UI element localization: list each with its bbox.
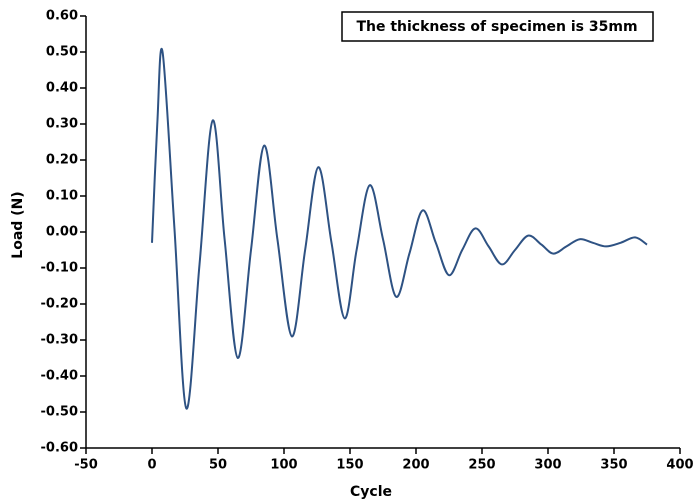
y-axis-label: Load (N) xyxy=(10,191,26,258)
y-tick-label: 0.20 xyxy=(46,153,78,168)
annotation: The thickness of specimen is 35mm xyxy=(356,19,637,35)
y-tick-label: 0.30 xyxy=(46,117,78,132)
y-tick-label: -0.10 xyxy=(41,261,78,276)
y-tick-label: 0.50 xyxy=(46,45,78,60)
y-tick-label: 0.10 xyxy=(46,189,78,204)
x-tick-label: 300 xyxy=(534,458,561,473)
y-tick-label: -0.50 xyxy=(41,405,78,420)
line xyxy=(151,48,648,410)
y-tick-label: -0.30 xyxy=(41,333,78,348)
y-tick-label: -0.60 xyxy=(41,441,78,456)
y-tick-label: 0.00 xyxy=(46,225,78,240)
x-tick-label: 150 xyxy=(336,458,363,473)
x-tick-label: 400 xyxy=(666,458,693,473)
x-tick-label: -50 xyxy=(74,458,98,473)
y-tick-label: 0.40 xyxy=(46,81,78,96)
x-axis-label: Cycle xyxy=(350,484,392,500)
x-tick-label: 250 xyxy=(468,458,495,473)
annotation-box xyxy=(341,11,654,42)
y-tick-label: -0.20 xyxy=(41,297,78,312)
x-tick-label: 100 xyxy=(270,458,297,473)
x-tick-label: 50 xyxy=(209,458,227,473)
x-tick-label: 350 xyxy=(600,458,627,473)
y-tick-label: -0.40 xyxy=(41,369,78,384)
y-tick-label: 0.60 xyxy=(46,9,78,24)
x-tick-label: 200 xyxy=(402,458,429,473)
x-tick-label: 0 xyxy=(147,458,156,473)
